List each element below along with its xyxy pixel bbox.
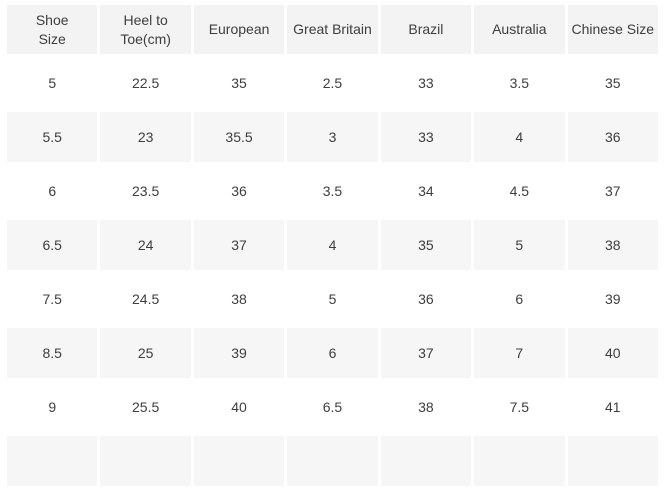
table-cell: 23 (100, 112, 191, 162)
table-cell: 24 (100, 220, 191, 270)
column-header-heel-to-toe: Heel to Toe(cm) (100, 5, 191, 54)
table-cell: 25.5 (100, 382, 191, 432)
table-cell: 24.5 (100, 274, 191, 324)
table-cell: 5 (7, 58, 98, 108)
table-cell: 23.5 (100, 166, 191, 216)
table-cell: 5 (287, 274, 378, 324)
table-cell: 25 (100, 328, 191, 378)
column-header-label: Chinese Size (571, 21, 655, 37)
table-cell: 3.5 (287, 166, 378, 216)
table-row-partial (7, 436, 658, 486)
table-cell: 36 (193, 166, 285, 216)
table-cell: 7 (474, 328, 565, 378)
table-row: 8.5 25 39 6 37 7 40 (7, 328, 658, 378)
table-cell (287, 436, 378, 486)
table-cell: 35 (193, 58, 285, 108)
shoe-size-conversion-table: Shoe Size Heel to Toe(cm) European Great… (4, 1, 661, 490)
column-header-label: Brazil (408, 21, 444, 37)
table-row: 5.5 23 35.5 3 33 4 36 (7, 112, 658, 162)
table-cell: 38 (193, 274, 285, 324)
table-cell: 35 (567, 58, 658, 108)
table-cell: 6.5 (7, 220, 98, 270)
table-cell (100, 436, 191, 486)
table-cell: 8.5 (7, 328, 98, 378)
table-row: 6.5 24 37 4 35 5 38 (7, 220, 658, 270)
column-header-label: European (208, 21, 270, 37)
column-header-label: Heel to Toe(cm) (120, 11, 171, 47)
table-cell: 35.5 (193, 112, 285, 162)
table-row: 9 25.5 40 6.5 38 7.5 41 (7, 382, 658, 432)
table-cell: 36 (380, 274, 472, 324)
table-cell: 34 (380, 166, 472, 216)
table-cell: 5 (474, 220, 565, 270)
table-cell: 33 (380, 58, 472, 108)
table-cell: 4 (287, 220, 378, 270)
table-cell (7, 436, 98, 486)
table-cell: 40 (567, 328, 658, 378)
table-row: 7.5 24.5 38 5 36 6 39 (7, 274, 658, 324)
table-cell: 6 (287, 328, 378, 378)
table-cell: 3 (287, 112, 378, 162)
table-cell (193, 436, 285, 486)
table-cell: 6.5 (287, 382, 378, 432)
column-header-shoe-size: Shoe Size (7, 5, 98, 54)
column-header-label: Australia (492, 21, 547, 37)
table-cell: 38 (567, 220, 658, 270)
table-cell: 39 (193, 328, 285, 378)
table-row: 6 23.5 36 3.5 34 4.5 37 (7, 166, 658, 216)
header-row: Shoe Size Heel to Toe(cm) European Great… (7, 5, 658, 54)
table-cell (474, 436, 565, 486)
table-cell: 41 (567, 382, 658, 432)
table-cell: 7.5 (474, 382, 565, 432)
column-header-european: European (193, 5, 285, 54)
table-cell (567, 436, 658, 486)
table-cell: 36 (567, 112, 658, 162)
table-cell: 35 (380, 220, 472, 270)
table-cell: 2.5 (287, 58, 378, 108)
table-cell: 7.5 (7, 274, 98, 324)
column-header-chinese-size: Chinese Size (567, 5, 658, 54)
table-cell (380, 436, 472, 486)
table-cell: 22.5 (100, 58, 191, 108)
table-cell: 6 (474, 274, 565, 324)
table-cell: 6 (7, 166, 98, 216)
table-cell: 9 (7, 382, 98, 432)
column-header-label: Great Britain (293, 21, 372, 37)
column-header-brazil: Brazil (380, 5, 472, 54)
table-cell: 38 (380, 382, 472, 432)
column-header-great-britain: Great Britain (287, 5, 378, 54)
table-cell: 37 (380, 328, 472, 378)
column-header-australia: Australia (474, 5, 565, 54)
table-row: 5 22.5 35 2.5 33 3.5 35 (7, 58, 658, 108)
table-cell: 40 (193, 382, 285, 432)
table-cell: 5.5 (7, 112, 98, 162)
table-cell: 3.5 (474, 58, 565, 108)
table-cell: 37 (193, 220, 285, 270)
table-cell: 37 (567, 166, 658, 216)
table-cell: 39 (567, 274, 658, 324)
column-header-label: Shoe Size (35, 11, 69, 47)
table-cell: 4.5 (474, 166, 565, 216)
table-cell: 4 (474, 112, 565, 162)
table-body: 5 22.5 35 2.5 33 3.5 35 5.5 23 35.5 3 33… (7, 58, 658, 486)
table-header: Shoe Size Heel to Toe(cm) European Great… (7, 5, 658, 54)
table-cell: 33 (380, 112, 472, 162)
